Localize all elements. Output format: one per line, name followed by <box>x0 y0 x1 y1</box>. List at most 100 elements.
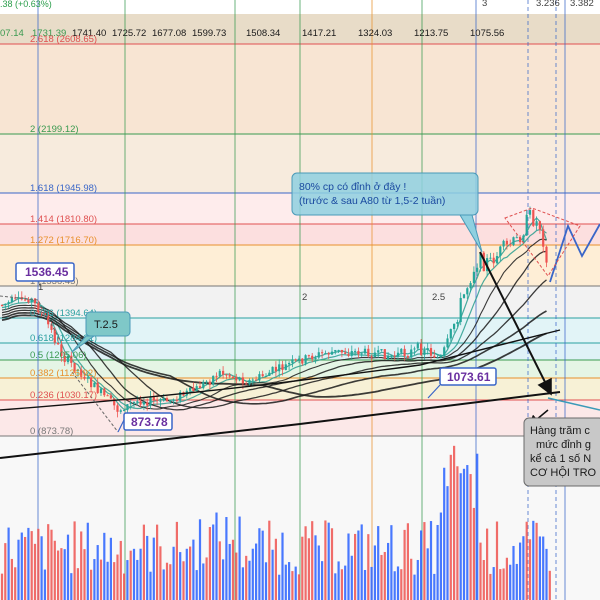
volume-bar <box>416 559 419 600</box>
candle-body <box>288 362 291 365</box>
volume-bar <box>231 539 235 600</box>
volume-bar <box>53 540 56 600</box>
candle-body <box>284 364 287 371</box>
candle-body <box>109 395 112 399</box>
candle-body <box>519 237 522 243</box>
volume-bar <box>545 548 548 600</box>
volume-bar <box>525 521 528 600</box>
candle-body <box>119 410 122 412</box>
candle-body <box>347 353 350 356</box>
volume-bar <box>495 521 499 600</box>
candle-body <box>528 210 532 215</box>
volume-bar <box>192 539 195 600</box>
candle-body <box>301 358 304 364</box>
candle-body <box>373 352 376 358</box>
candle-body <box>99 388 103 394</box>
candle-body <box>420 343 423 355</box>
candle-body <box>80 369 83 377</box>
volume-bar <box>334 573 337 600</box>
volume-bar <box>109 537 112 600</box>
volume-bar <box>86 522 89 600</box>
candle-body <box>27 299 30 303</box>
time-fib-label: 2.5 <box>432 292 445 303</box>
volume-bar <box>172 546 175 600</box>
volume-bar <box>225 517 228 600</box>
wave-dashed-line <box>0 295 61 341</box>
volume-bar <box>297 574 301 600</box>
candle-body <box>106 395 109 397</box>
candle-body <box>495 256 499 264</box>
candle-body <box>469 283 472 289</box>
volume-bar <box>60 548 63 600</box>
candle-body <box>222 370 225 375</box>
volume-bar <box>156 524 159 600</box>
candle-body <box>416 343 419 349</box>
top-strip-value: 1417.21 <box>302 28 336 39</box>
candle-body <box>363 348 367 354</box>
candle-body <box>142 402 145 405</box>
volume-bar <box>268 520 271 600</box>
fib-label-0.382: 0.382 (1126.92) <box>30 368 96 379</box>
candle-body <box>321 352 324 354</box>
candle-body <box>340 349 343 353</box>
candle-body <box>149 396 152 406</box>
candle-body <box>129 403 132 405</box>
volume-bar <box>0 573 4 600</box>
volume-bar <box>519 542 522 600</box>
candle-body <box>86 377 89 379</box>
top-strip-value: 1324.03 <box>358 28 392 39</box>
candle-body <box>466 288 469 295</box>
volume-bar <box>212 524 215 600</box>
volume-bar <box>479 542 482 600</box>
moving-average-line <box>1 228 547 410</box>
volume-bar <box>350 555 353 600</box>
volume-bar <box>47 524 50 600</box>
candle-body <box>509 244 512 246</box>
volume-bar <box>284 564 287 600</box>
candle-body <box>17 297 20 299</box>
candle-body <box>235 377 238 381</box>
volume-bar <box>469 474 472 600</box>
candle-body <box>192 387 195 392</box>
candle-body <box>53 329 56 343</box>
candle-body <box>43 312 46 316</box>
volume-bar <box>426 548 429 600</box>
candle-body <box>218 370 221 377</box>
candle-body <box>344 352 347 354</box>
top-strip-value: 1741.40 <box>72 28 106 39</box>
volume-bar <box>33 543 37 600</box>
volume-bar <box>116 554 119 600</box>
candle-body <box>334 349 337 352</box>
candle-body <box>7 302 10 304</box>
candle-body <box>136 401 139 403</box>
candle-body <box>314 357 317 360</box>
candle-body <box>337 349 340 351</box>
volume-bar <box>314 535 317 600</box>
candle-body <box>202 381 205 389</box>
volume-bar <box>14 567 17 600</box>
volume-bar <box>433 573 436 600</box>
candle-body <box>327 353 330 355</box>
volume-bar <box>301 536 304 600</box>
candle-body <box>505 240 508 245</box>
candle-body <box>10 297 13 303</box>
volume-bar <box>142 524 145 600</box>
candle-body <box>330 351 334 355</box>
volume-bar <box>360 524 363 600</box>
candle-body <box>215 375 218 377</box>
volume-bar <box>271 549 274 600</box>
candle-body <box>324 353 327 355</box>
candle-body <box>433 355 436 358</box>
volume-bar <box>413 574 416 600</box>
volume-bar <box>324 520 327 600</box>
projection-line <box>547 397 600 411</box>
candle-body <box>241 377 244 384</box>
volume-bar <box>24 536 27 600</box>
volume-bar <box>182 561 185 600</box>
volume-bar <box>162 569 165 600</box>
candle-body <box>357 350 360 355</box>
volume-bar <box>264 562 268 600</box>
candle-body <box>304 355 307 364</box>
candle-body <box>90 377 93 388</box>
candle-body <box>449 329 452 339</box>
